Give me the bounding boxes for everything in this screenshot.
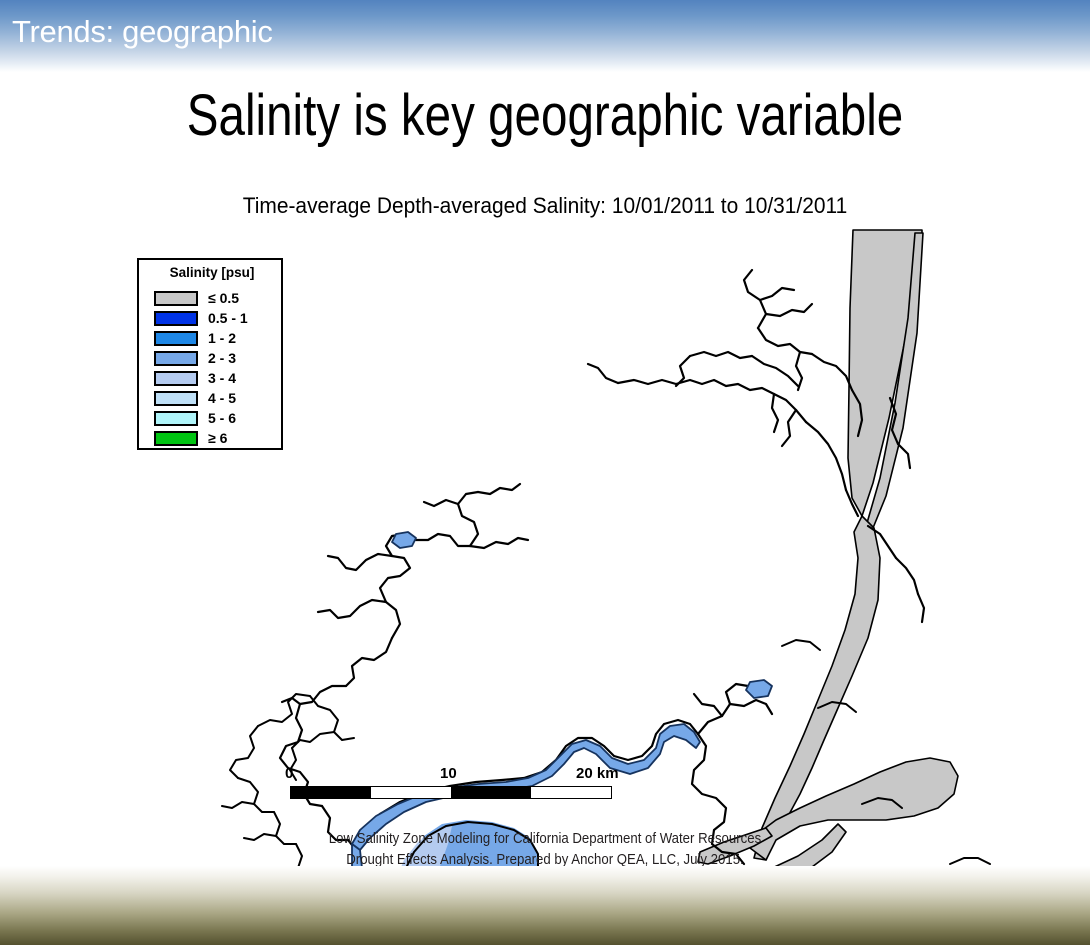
slide-footer-band [0,866,1090,945]
scale-bar: 0 10 20 km [285,765,619,803]
legend-label: 4 - 5 [208,390,237,406]
legend-label: 3 - 4 [208,370,237,386]
legend-row: 4 - 5 [154,389,236,407]
scale-bar-graphic [290,786,612,799]
legend-label: 0.5 - 1 [208,310,248,326]
scale-segment-2 [371,787,451,798]
legend-swatch-1-2 [154,330,198,346]
figure-caption: Low Salinity Zone Modeling for Californi… [65,828,1024,870]
legend-swatch-ge-6 [154,430,198,446]
legend-label: 5 - 6 [208,410,237,426]
legend-row: ≤ 0.5 [154,289,239,307]
legend-title: Salinity [psu] [169,265,255,280]
legend-label: 2 - 3 [208,350,237,366]
scale-segment-4 [531,787,611,798]
scale-tick-10: 10 [440,765,457,782]
legend-row: 2 - 3 [154,349,236,367]
legend-label: ≥ 6 [208,430,228,446]
legend-swatch-2-3 [154,350,198,366]
map-class-le-0-5 [697,229,959,868]
legend-row: 1 - 2 [154,329,236,347]
map-channel-outlines [278,482,774,866]
map-channel-ribbons [351,531,773,868]
banner-title: Trends: geographic [12,14,273,49]
scale-tick-0: 0 [285,765,294,782]
legend-swatch-le-0-5 [154,290,198,306]
legend-swatch-4-5 [154,390,198,406]
page-title: Salinity is key geographic variable [186,83,904,148]
legend-row: 5 - 6 [154,409,236,427]
legend-label: 1 - 2 [208,330,237,346]
legend-row: ≥ 6 [154,429,227,447]
caption-line-2: Drought Effects Analysis. Prepared by An… [346,851,744,868]
slide-banner: Trends: geographic [0,0,1090,72]
legend-row: 3 - 4 [154,369,236,387]
legend-row: 0.5 - 1 [154,309,248,327]
map-northeast-creeks [586,268,926,624]
chart-heading: Time-average Depth-averaged Salinity: 10… [242,193,848,218]
map-shoreline [221,639,991,868]
legend-swatch-0-5-1 [154,310,198,326]
scale-tick-20: 20 km [576,765,619,782]
map-salinity-surface [400,820,538,868]
legend-label: ≤ 0.5 [208,290,240,306]
legend-box: Salinity [psu] ≤ 0.5 0.5 - 1 1 - 2 2 - 3… [137,258,283,450]
scale-segment-3 [451,787,531,798]
legend-swatch-3-4 [154,370,198,386]
legend-swatch-5-6 [154,410,198,426]
salinity-zone-3-4 [400,826,452,868]
scale-segment-1 [291,787,371,798]
caption-line-1: Low Salinity Zone Modeling for Californi… [328,830,762,847]
